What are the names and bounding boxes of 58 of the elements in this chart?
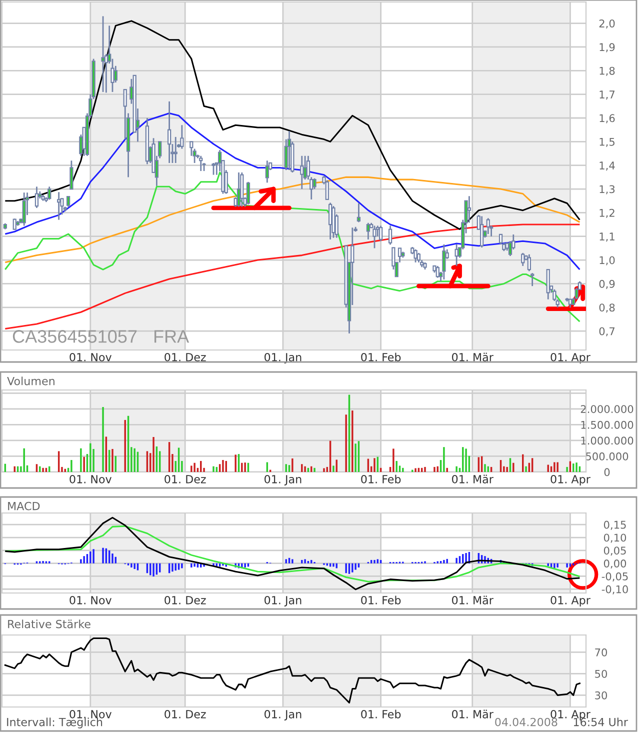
x-tick-label: 01. Apr [550, 474, 590, 486]
y-tick-label: 0,8 [599, 304, 615, 313]
y-tick-label: -0,10 [602, 585, 628, 594]
x-tick-label: 01. Mär [452, 710, 494, 718]
y-tick-label: 1,7 [600, 90, 614, 100]
y-tick-label: 0,7 [599, 327, 614, 336]
x-tick-label: 01. Nov [70, 710, 112, 718]
x-tick-label: 01. Apr [550, 352, 590, 364]
y-tick-label: 2.000.000 [580, 405, 634, 414]
x-tick-label: 01. Nov [70, 474, 112, 484]
y-tick-label: 0,10 [604, 534, 626, 543]
annotation: FRA [154, 330, 190, 343]
x-tick-label: 01. Dez [164, 710, 206, 718]
y-tick-label: 1,2 [600, 208, 614, 218]
y-tick-label: 1,9 [600, 43, 615, 52]
text: 04.04.2008 [495, 718, 558, 726]
x-tick-label: 01. Dez [164, 352, 206, 362]
chart-title: MACD [8, 502, 40, 510]
y-tick-label: 0 [604, 468, 610, 476]
x-tick-label: 01. Apr [550, 596, 590, 607]
y-tick-label: 0,15 [604, 520, 626, 530]
x-tick-label: 01. Mär [452, 474, 494, 484]
x-tick-label: 01. Feb [361, 474, 401, 484]
y-tick-label: 1.500.000 [581, 420, 634, 429]
y-tick-label: 1,8 [600, 66, 615, 76]
x-tick-label: 01. Feb [361, 352, 401, 362]
annotation: CA3564551057 [12, 330, 137, 343]
x-tick-label: 01. Jan [264, 710, 302, 720]
y-tick-label: 1,4 [600, 162, 615, 171]
y-tick-label: 1,1 [600, 232, 614, 242]
x-tick-label: 01. Jan [264, 352, 302, 364]
x-tick-label: 01. Feb [361, 710, 401, 718]
y-tick-label: 1,5 [600, 138, 614, 147]
y-tick-label: 30 [595, 691, 608, 700]
text: Intervall: Tæglich [7, 718, 102, 728]
x-tick-label: 01. Mär [452, 596, 494, 604]
x-tick-label: 01. Feb [361, 596, 401, 604]
y-tick-label: -0,05 [602, 572, 628, 582]
y-tick-label: 50 [595, 670, 608, 678]
y-tick-label: 1,6 [600, 114, 615, 124]
chart-title: Relative Stärke [8, 620, 90, 628]
y-tick-label: 1.000.000 [581, 436, 634, 445]
x-tick-label: 01. Dez [164, 474, 206, 484]
x-tick-label: 01. Dez [164, 596, 206, 604]
y-tick-label: 1,0 [600, 256, 615, 266]
y-tick-label: 0,05 [604, 546, 626, 556]
x-tick-label: 01. Jan [264, 596, 302, 606]
x-tick-label: 01. Nov [70, 352, 112, 362]
chart-title: Volumen [7, 376, 54, 386]
x-tick-label: 01. Nov [70, 596, 112, 604]
y-tick-label: 500.000 [586, 452, 628, 460]
x-tick-label: 01. Mär [452, 352, 494, 362]
y-tick-label: 0,00 [604, 560, 626, 569]
y-tick-label: 70 [595, 648, 608, 656]
y-tick-label: 1,3 [600, 185, 615, 194]
y-tick-label: 2,0 [599, 19, 615, 29]
y-tick-label: 0,9 [599, 280, 615, 289]
x-tick-label: 01. Jan [264, 474, 302, 486]
